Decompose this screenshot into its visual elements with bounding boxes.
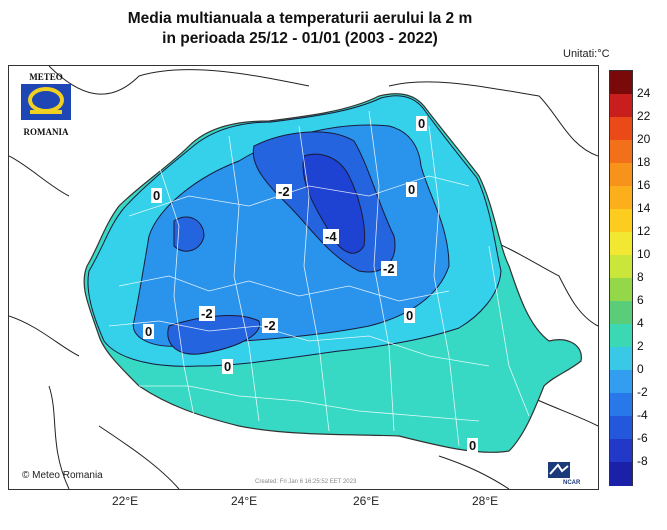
contour-label: -2 xyxy=(276,184,292,199)
legend-label: 16 xyxy=(637,178,651,192)
zone-minus4-west xyxy=(173,216,205,252)
legend-swatch xyxy=(610,301,632,325)
x-tick-label: 26°E xyxy=(353,494,380,508)
x-tick-label: 28°E xyxy=(472,494,499,508)
contour-label: -2 xyxy=(381,261,397,276)
logo-text-top: METEO xyxy=(29,72,63,82)
legend-label: 4 xyxy=(637,316,644,330)
contour-label: 0 xyxy=(416,116,428,131)
legend-swatch xyxy=(610,255,632,279)
contour-label: 0 xyxy=(467,438,479,453)
ncar-label: NCAR xyxy=(563,480,581,486)
neighbor-borders xyxy=(9,66,598,489)
legend-swatch xyxy=(610,439,632,463)
contour-label: -2 xyxy=(199,306,215,321)
logo-emblem xyxy=(21,84,71,120)
units-label: Unitati:°C xyxy=(563,48,610,60)
legend-swatch xyxy=(610,94,632,118)
contour-label: 0 xyxy=(406,182,418,197)
x-tick-label: 22°E xyxy=(112,494,139,508)
legend-label: -6 xyxy=(637,431,648,445)
meteo-romania-logo: METEO ROMANIA xyxy=(16,72,76,148)
legend-label: 6 xyxy=(637,293,644,307)
legend-swatch xyxy=(610,209,632,233)
map-title-line-1: Media multianuala a temperaturii aerului… xyxy=(127,10,473,27)
legend-swatch xyxy=(610,393,632,417)
contour-label: 0 xyxy=(404,308,416,323)
legend-label: -8 xyxy=(637,454,648,468)
legend-label: 8 xyxy=(637,270,644,284)
legend-swatch xyxy=(610,370,632,394)
legend-swatch xyxy=(610,347,632,371)
ncar-logo-icon xyxy=(548,462,570,478)
legend-swatch xyxy=(610,278,632,302)
legend-label: -4 xyxy=(637,408,648,422)
contour-label: -2 xyxy=(262,318,278,333)
legend-label: 14 xyxy=(637,201,651,215)
color-legend xyxy=(609,70,633,486)
legend-swatch xyxy=(610,232,632,256)
zone-minus6 xyxy=(302,153,366,254)
copyright-owner: Meteo Romania xyxy=(32,470,103,481)
contour-label: 0 xyxy=(222,359,234,374)
created-timestamp: Created: Fri Jan 6 16:25:52 EET 2023 xyxy=(255,479,357,485)
legend-label: -2 xyxy=(637,385,648,399)
x-tick-label: 24°E xyxy=(231,494,258,508)
county-lines xyxy=(108,110,530,447)
legend-label: 10 xyxy=(637,247,651,261)
legend-swatch xyxy=(610,117,632,141)
legend-label: 20 xyxy=(637,132,651,146)
legend-swatch xyxy=(610,140,632,164)
legend-swatch xyxy=(610,186,632,210)
temperature-map xyxy=(9,66,598,489)
legend-label: 12 xyxy=(637,224,651,238)
map-title-line-2: in perioada 25/12 - 01/01 (2003 - 2022) xyxy=(162,30,438,47)
legend-swatch xyxy=(610,416,632,440)
legend-swatch xyxy=(610,462,632,486)
copyright-text: © Meteo Romania xyxy=(22,470,103,481)
contour-label: -4 xyxy=(323,229,339,244)
legend-label: 0 xyxy=(637,362,644,376)
logo-text-bottom: ROMANIA xyxy=(23,127,69,137)
legend-label: 24 xyxy=(637,86,651,100)
map-frame: 0 -2 -4 0 0 -2 0 -2 -2 0 0 0 xyxy=(8,65,599,490)
legend-label: 18 xyxy=(637,155,651,169)
legend-swatch xyxy=(610,324,632,348)
legend-swatch xyxy=(610,163,632,187)
legend-swatch xyxy=(610,71,632,95)
legend-label: 2 xyxy=(637,339,644,353)
legend-label: 22 xyxy=(637,109,651,123)
contour-label: 0 xyxy=(143,324,155,339)
contour-label: 0 xyxy=(151,188,163,203)
